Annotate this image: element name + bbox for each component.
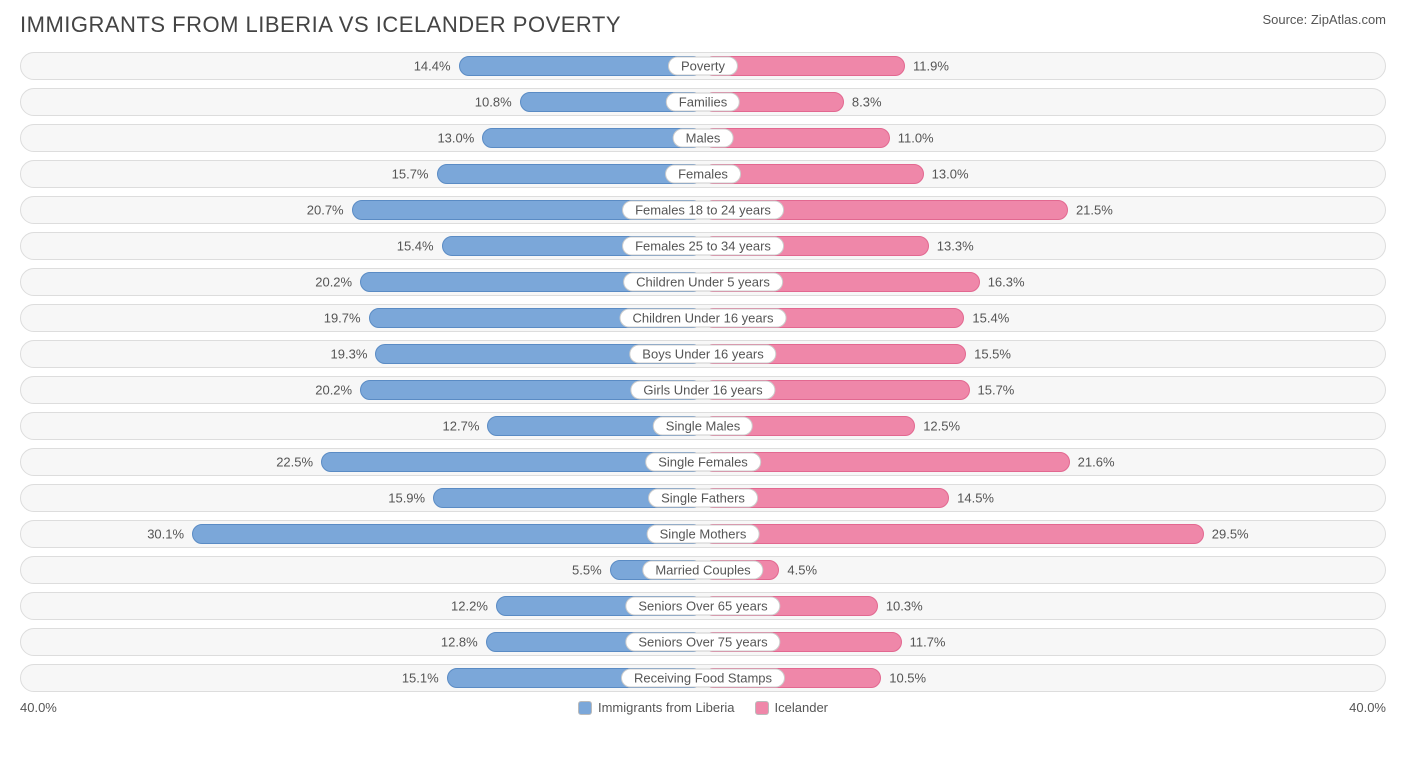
value-left: 12.7% (443, 419, 480, 434)
category-label: Females 18 to 24 years (622, 201, 784, 220)
chart-row: 10.8% 8.3% Families (20, 88, 1386, 116)
bar-left (437, 164, 704, 184)
category-label: Single Fathers (648, 489, 758, 508)
chart-row: 14.4% 11.9% Poverty (20, 52, 1386, 80)
value-right: 15.7% (978, 383, 1015, 398)
chart-row: 5.5% 4.5% Married Couples (20, 556, 1386, 584)
chart-row: 12.2% 10.3% Seniors Over 65 years (20, 592, 1386, 620)
value-right: 21.6% (1078, 455, 1115, 470)
value-right: 10.5% (889, 671, 926, 686)
value-left: 15.7% (392, 167, 429, 182)
bar-right (703, 524, 1204, 544)
bar-left (482, 128, 703, 148)
category-label: Males (673, 129, 734, 148)
legend-item-left: Immigrants from Liberia (578, 700, 735, 715)
legend-label-right: Icelander (775, 700, 828, 715)
value-left: 20.7% (307, 203, 344, 218)
value-left: 13.0% (437, 131, 474, 146)
value-left: 14.4% (414, 59, 451, 74)
value-left: 12.8% (441, 635, 478, 650)
chart-row: 19.3% 15.5% Boys Under 16 years (20, 340, 1386, 368)
value-right: 15.5% (974, 347, 1011, 362)
value-right: 12.5% (923, 419, 960, 434)
category-label: Receiving Food Stamps (621, 669, 785, 688)
legend-item-right: Icelander (755, 700, 828, 715)
chart-row: 20.2% 16.3% Children Under 5 years (20, 268, 1386, 296)
value-left: 12.2% (451, 599, 488, 614)
bar-left (192, 524, 703, 544)
value-left: 15.9% (388, 491, 425, 506)
value-right: 10.3% (886, 599, 923, 614)
category-label: Married Couples (642, 561, 763, 580)
category-label: Females (665, 165, 741, 184)
chart-title: IMMIGRANTS FROM LIBERIA VS ICELANDER POV… (20, 12, 621, 38)
butterfly-chart: 14.4%11.9%Poverty10.8%8.3%Families13.0%1… (20, 52, 1386, 692)
chart-footer: 40.0% Immigrants from Liberia Icelander … (20, 700, 1386, 715)
bar-left (459, 56, 703, 76)
value-right: 11.9% (913, 59, 949, 74)
chart-row: 20.7% 21.5% Females 18 to 24 years (20, 196, 1386, 224)
category-label: Females 25 to 34 years (622, 237, 784, 256)
value-right: 11.7% (910, 635, 946, 650)
chart-row: 22.5% 21.6% Single Females (20, 448, 1386, 476)
value-left: 15.1% (402, 671, 439, 686)
chart-row: 15.9% 14.5% Single Fathers (20, 484, 1386, 512)
category-label: Families (666, 93, 740, 112)
category-label: Boys Under 16 years (629, 345, 776, 364)
category-label: Poverty (668, 57, 738, 76)
chart-row: 15.1% 10.5% Receiving Food Stamps (20, 664, 1386, 692)
value-right: 11.0% (898, 131, 934, 146)
legend: Immigrants from Liberia Icelander (578, 700, 828, 715)
value-left: 15.4% (397, 239, 434, 254)
value-left: 22.5% (276, 455, 313, 470)
category-label: Single Mothers (647, 525, 760, 544)
value-left: 20.2% (315, 275, 352, 290)
category-label: Single Females (645, 453, 761, 472)
value-right: 8.3% (852, 95, 882, 110)
value-left: 19.7% (324, 311, 361, 326)
legend-swatch-left (578, 701, 592, 715)
value-left: 30.1% (147, 527, 184, 542)
category-label: Girls Under 16 years (630, 381, 775, 400)
category-label: Children Under 5 years (623, 273, 783, 292)
chart-row: 12.8% 11.7% Seniors Over 75 years (20, 628, 1386, 656)
chart-row: 12.7% 12.5% Single Males (20, 412, 1386, 440)
value-right: 13.0% (932, 167, 969, 182)
legend-label-left: Immigrants from Liberia (598, 700, 735, 715)
chart-row: 30.1% 29.5% Single Mothers (20, 520, 1386, 548)
value-right: 14.5% (957, 491, 994, 506)
category-label: Seniors Over 75 years (625, 633, 780, 652)
category-label: Seniors Over 65 years (625, 597, 780, 616)
chart-header: IMMIGRANTS FROM LIBERIA VS ICELANDER POV… (20, 12, 1386, 38)
axis-max-right: 40.0% (1349, 700, 1386, 715)
value-left: 10.8% (475, 95, 512, 110)
legend-swatch-right (755, 701, 769, 715)
chart-source: Source: ZipAtlas.com (1262, 12, 1386, 27)
chart-row: 13.0% 11.0% Males (20, 124, 1386, 152)
category-label: Single Males (653, 417, 753, 436)
value-right: 21.5% (1076, 203, 1113, 218)
value-right: 15.4% (972, 311, 1009, 326)
value-right: 16.3% (988, 275, 1025, 290)
value-left: 20.2% (315, 383, 352, 398)
value-right: 13.3% (937, 239, 974, 254)
chart-row: 15.7% 13.0% Females (20, 160, 1386, 188)
chart-row: 19.7% 15.4% Children Under 16 years (20, 304, 1386, 332)
value-left: 19.3% (331, 347, 368, 362)
value-left: 5.5% (572, 563, 602, 578)
axis-max-left: 40.0% (20, 700, 57, 715)
chart-row: 20.2% 15.7% Girls Under 16 years (20, 376, 1386, 404)
category-label: Children Under 16 years (620, 309, 787, 328)
chart-row: 15.4% 13.3% Females 25 to 34 years (20, 232, 1386, 260)
value-right: 4.5% (787, 563, 817, 578)
value-right: 29.5% (1212, 527, 1249, 542)
